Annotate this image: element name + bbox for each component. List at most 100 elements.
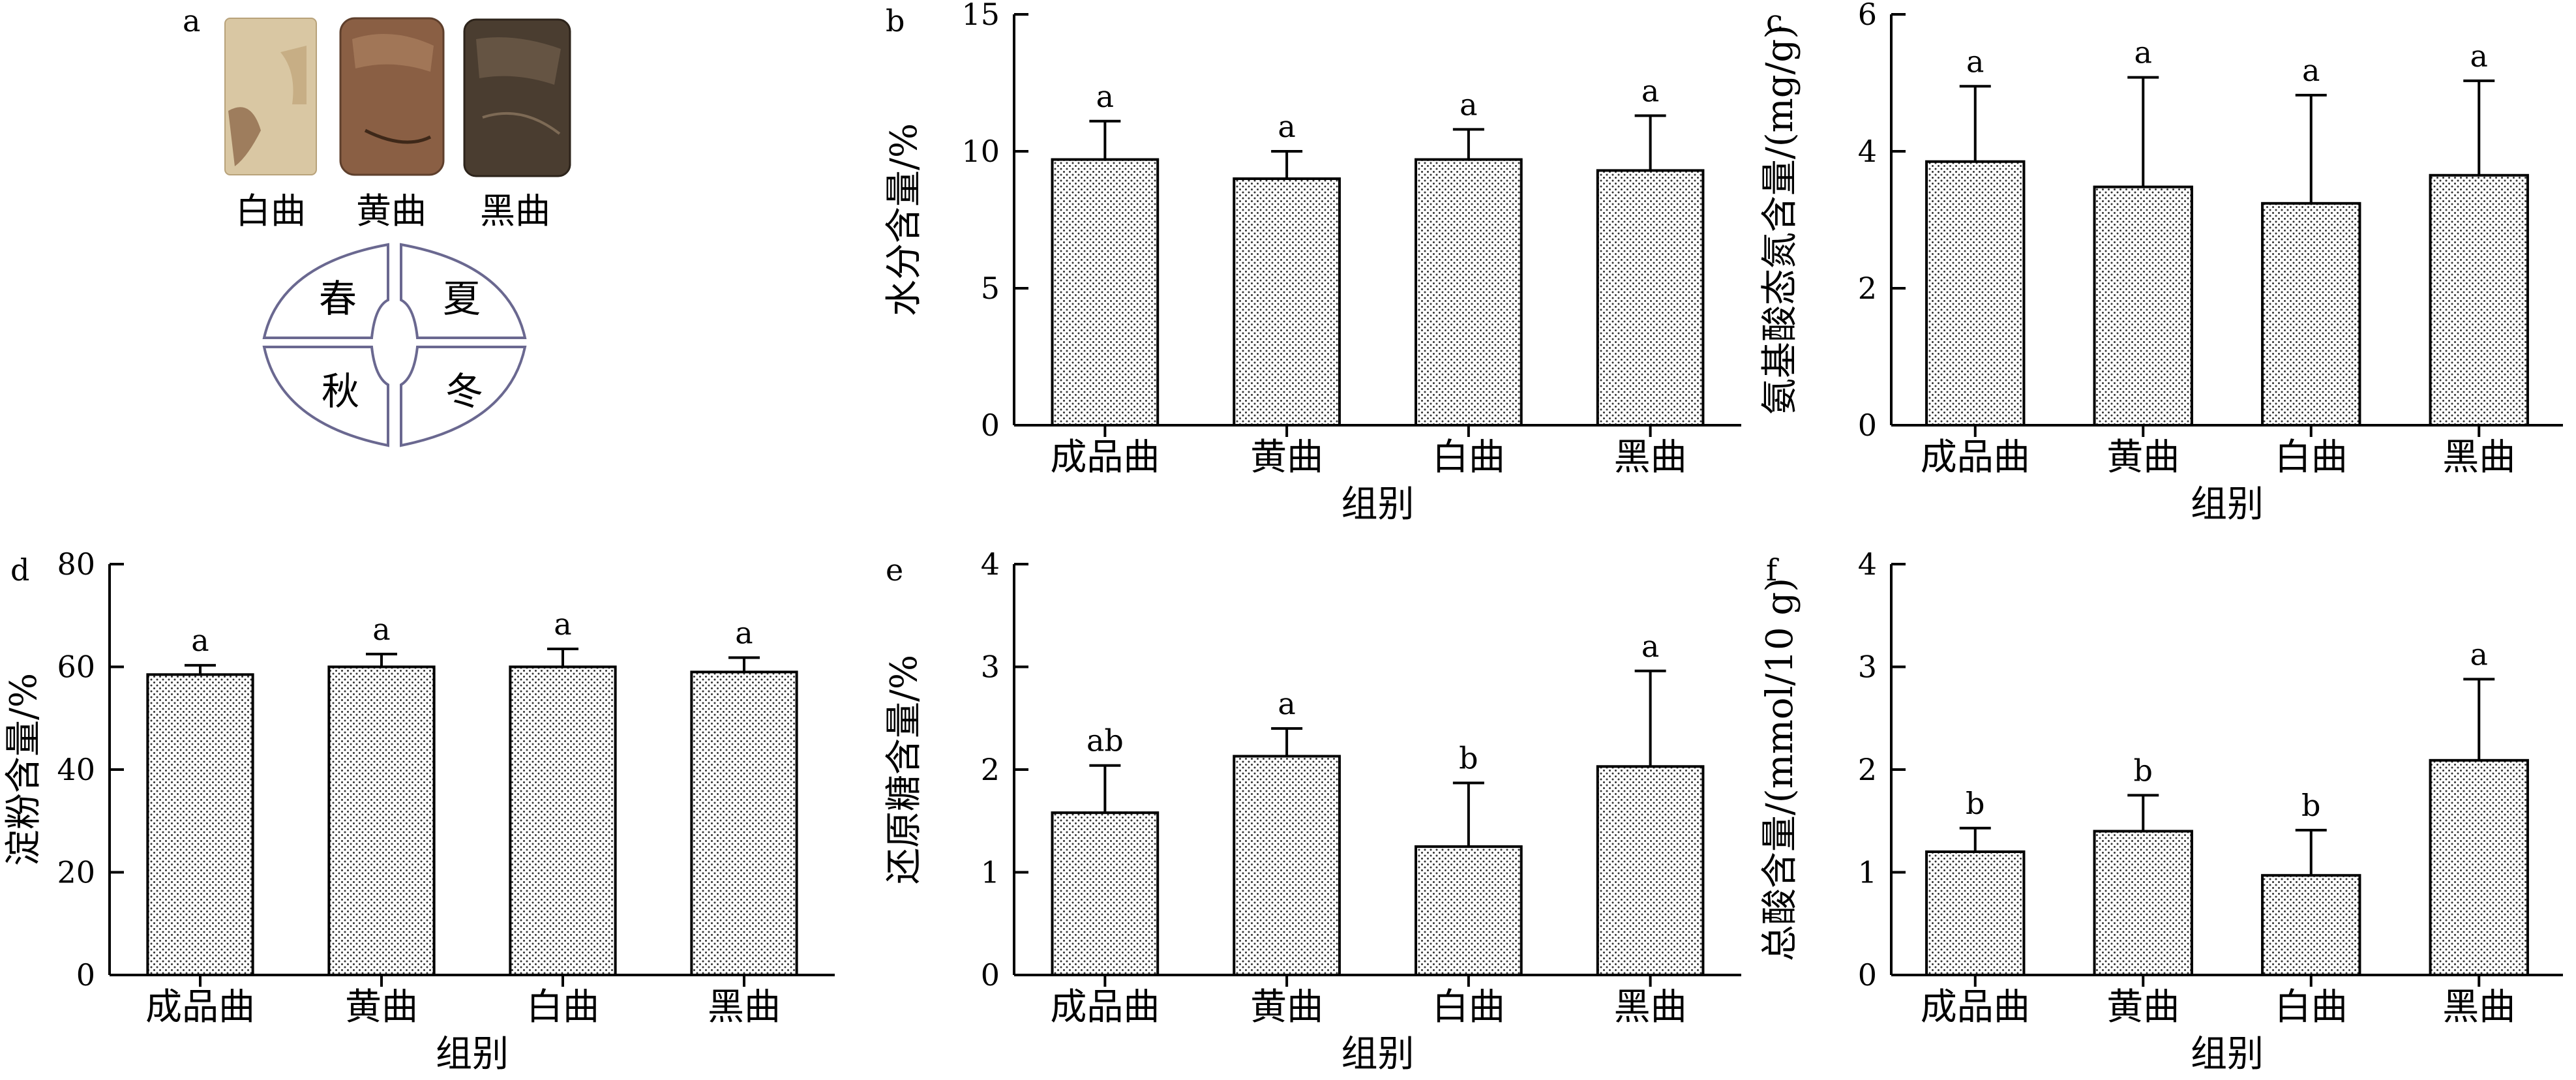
y-tick-label: 6 bbox=[1858, 0, 1877, 32]
significance-label: b bbox=[2134, 753, 2153, 788]
significance-label: a bbox=[554, 607, 571, 642]
significance-label: a bbox=[735, 615, 753, 650]
significance-label: a bbox=[2134, 35, 2152, 70]
bar bbox=[2261, 202, 2361, 427]
x-axis-title: 组别 bbox=[2191, 483, 2264, 526]
bar bbox=[1596, 765, 1705, 977]
x-tick-label: 黑曲 bbox=[2442, 436, 2515, 479]
sample-photo-black-qu bbox=[463, 18, 571, 177]
x-tick-label: 黄曲 bbox=[345, 986, 418, 1028]
y-tick-label: 15 bbox=[961, 0, 1000, 32]
x-axis-title: 组别 bbox=[1341, 483, 1415, 526]
y-axis-title: 总酸含量/(mmol/10 g) bbox=[1759, 578, 1801, 961]
bar bbox=[1415, 158, 1523, 427]
y-tick-label: 1 bbox=[981, 855, 1000, 890]
x-axis-title: 组别 bbox=[2191, 1033, 2264, 1075]
season-label-spring: 春 bbox=[319, 277, 357, 321]
y-tick-label: 3 bbox=[981, 650, 1000, 685]
significance-label: a bbox=[1641, 629, 1659, 664]
y-tick-label: 0 bbox=[1858, 957, 1877, 993]
significance-label: ab bbox=[1086, 723, 1124, 758]
x-tick-label: 黑曲 bbox=[2442, 986, 2515, 1028]
significance-label: b bbox=[1459, 740, 1478, 775]
bar bbox=[2429, 173, 2529, 427]
bar bbox=[1051, 811, 1160, 977]
y-tick-label: 1 bbox=[1858, 855, 1877, 890]
bar bbox=[1233, 177, 1341, 427]
y-tick-label: 2 bbox=[981, 752, 1000, 787]
significance-label: a bbox=[1966, 44, 1984, 79]
bar bbox=[1925, 850, 2026, 976]
season-label-winter: 冬 bbox=[445, 369, 483, 413]
x-tick-label: 白曲 bbox=[1432, 436, 1505, 479]
y-tick-label: 4 bbox=[981, 547, 1000, 582]
season-quadrant-autumn bbox=[262, 346, 389, 447]
x-tick-label: 白曲 bbox=[526, 986, 599, 1028]
bar bbox=[1596, 169, 1705, 427]
season-label-autumn: 秋 bbox=[322, 369, 359, 413]
bar bbox=[1051, 158, 1160, 427]
significance-label: a bbox=[1096, 79, 1114, 114]
panel-letter: c bbox=[1766, 3, 1783, 38]
x-tick-label: 黄曲 bbox=[2106, 436, 2179, 479]
y-tick-label: 20 bbox=[57, 855, 95, 890]
bar bbox=[2093, 185, 2193, 427]
x-axis-title: 组别 bbox=[436, 1033, 509, 1075]
x-tick-label: 黄曲 bbox=[1250, 986, 1323, 1028]
significance-label: a bbox=[1460, 87, 1477, 122]
y-tick-label: 4 bbox=[1858, 547, 1877, 582]
x-tick-label: 成品曲 bbox=[145, 986, 255, 1028]
y-tick-label: 80 bbox=[57, 547, 95, 582]
x-tick-label: 成品曲 bbox=[1921, 436, 2030, 479]
x-tick-label: 白曲 bbox=[2275, 986, 2348, 1028]
bar bbox=[146, 673, 254, 976]
y-tick-label: 2 bbox=[1858, 271, 1877, 306]
sample-label-yellow-qu: 黄曲 bbox=[356, 190, 427, 232]
x-tick-label: 黑曲 bbox=[1614, 986, 1687, 1028]
significance-label: a bbox=[2470, 38, 2488, 74]
bar bbox=[1925, 160, 2026, 427]
season-diagram bbox=[262, 243, 527, 447]
y-tick-label: 0 bbox=[1858, 408, 1877, 443]
x-tick-label: 成品曲 bbox=[1050, 986, 1160, 1028]
y-tick-label: 2 bbox=[1858, 752, 1877, 787]
sample-photo-white-qu bbox=[224, 18, 317, 175]
y-tick-label: 3 bbox=[1858, 650, 1877, 685]
sample-label-white-qu: 白曲 bbox=[235, 190, 306, 232]
x-tick-label: 黄曲 bbox=[1250, 436, 1323, 479]
x-tick-label: 黄曲 bbox=[2106, 986, 2179, 1028]
season-quadrant-winter bbox=[400, 346, 527, 447]
x-tick-label: 白曲 bbox=[2275, 436, 2348, 479]
bar bbox=[1233, 755, 1341, 977]
sample-photo-yellow-qu bbox=[339, 17, 445, 176]
bar bbox=[327, 665, 436, 976]
bar bbox=[509, 665, 617, 976]
y-axis-title: 氨基酸态氮含量/(mg/g) bbox=[1759, 25, 1801, 415]
bar bbox=[2093, 830, 2193, 976]
significance-label: a bbox=[2470, 637, 2488, 672]
y-axis-title: 水分含量/% bbox=[883, 123, 925, 316]
bar bbox=[2429, 758, 2529, 976]
y-tick-label: 4 bbox=[1858, 134, 1877, 169]
season-quadrant-summer bbox=[400, 243, 527, 339]
panel-a: a 白曲 黄曲 黑曲 春 夏 秋 冬 bbox=[183, 3, 571, 447]
y-tick-label: 0 bbox=[981, 957, 1000, 993]
bar bbox=[1415, 845, 1523, 976]
sample-label-black-qu: 黑曲 bbox=[480, 190, 550, 232]
y-tick-label: 5 bbox=[981, 271, 1000, 306]
significance-label: a bbox=[1278, 686, 1295, 721]
x-tick-label: 成品曲 bbox=[1050, 436, 1160, 479]
y-tick-label: 0 bbox=[76, 957, 95, 993]
season-quadrant-spring bbox=[262, 243, 389, 339]
x-tick-label: 黑曲 bbox=[1614, 436, 1687, 479]
x-axis-title: 组别 bbox=[1341, 1033, 1415, 1075]
y-tick-label: 40 bbox=[57, 752, 95, 787]
bar bbox=[690, 670, 798, 976]
season-label-summer: 夏 bbox=[443, 277, 481, 321]
panel-a-letter: a bbox=[183, 3, 200, 38]
